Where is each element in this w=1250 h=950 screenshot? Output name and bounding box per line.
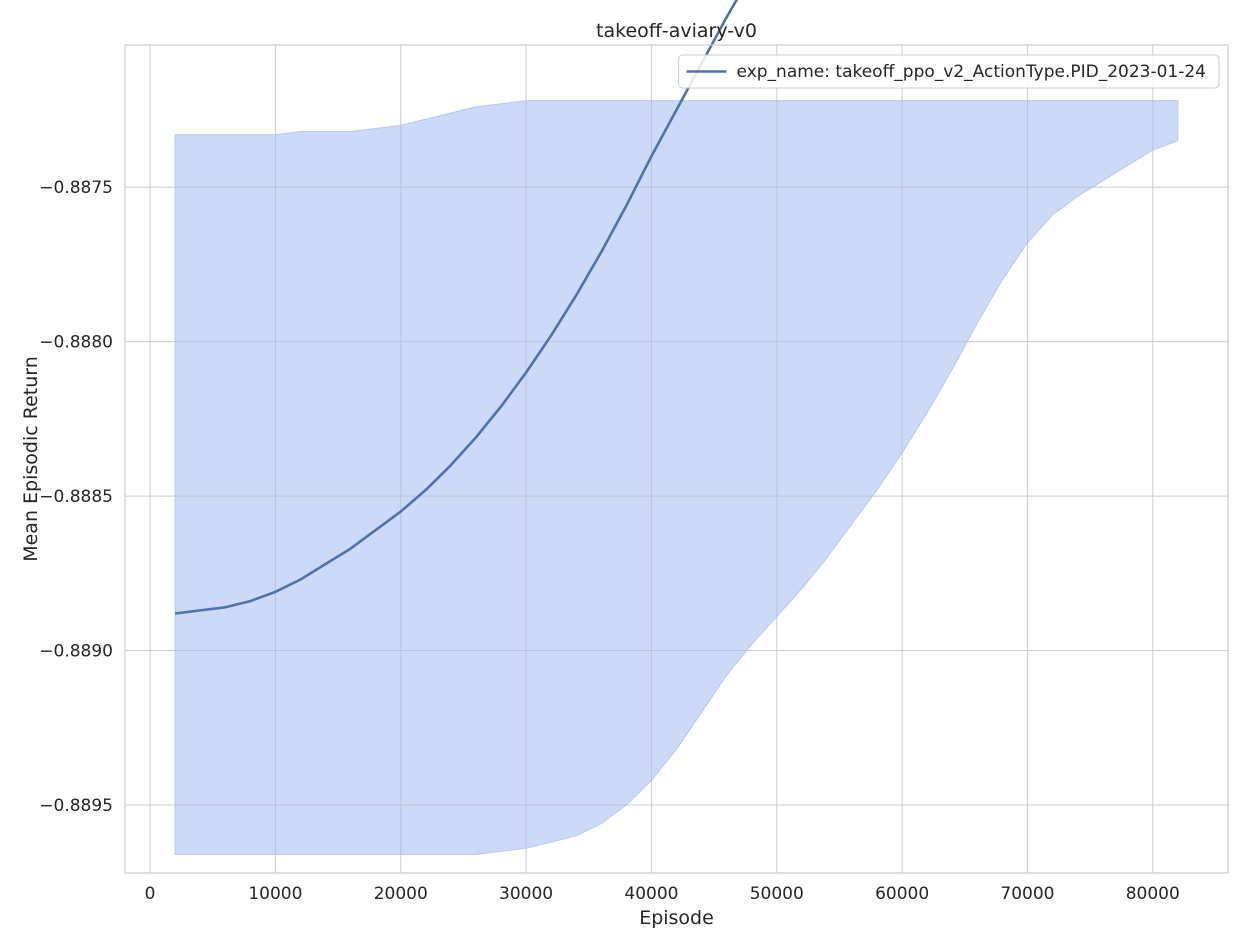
x-tick-labels: 0 10000 20000 30000 40000 50000 60000 70000 8000… xyxy=(145,884,1180,904)
chart-title: takeoff-aviary-v0 xyxy=(596,20,757,42)
x-axis-label: Episode xyxy=(639,907,714,929)
y-tick-labels: −0.8895 −0.8890 −0.8885 −0.8880 −0.8875 xyxy=(39,178,113,816)
x-tick-label: 0 xyxy=(145,884,156,904)
x-tick-label: 50000 xyxy=(750,884,804,904)
x-tick-label: 70000 xyxy=(1000,884,1054,904)
y-tick-label: −0.8875 xyxy=(39,178,113,198)
y-axis-label: Mean Episodic Return xyxy=(20,356,42,562)
y-tick-label: −0.8895 xyxy=(39,796,113,816)
y-tick-label: −0.8880 xyxy=(39,333,113,353)
y-tick-label: −0.8890 xyxy=(39,642,113,662)
legend-label: exp_name: takeoff_ppo_v2_ActionType.PID_… xyxy=(737,62,1206,82)
legend: exp_name: takeoff_ppo_v2_ActionType.PID_… xyxy=(679,55,1219,88)
x-tick-label: 20000 xyxy=(374,884,428,904)
x-tick-label: 60000 xyxy=(875,884,929,904)
x-tick-label: 10000 xyxy=(248,884,302,904)
y-tick-label: −0.8885 xyxy=(39,487,113,507)
x-tick-label: 30000 xyxy=(499,884,553,904)
x-tick-label: 40000 xyxy=(624,884,678,904)
x-tick-label: 80000 xyxy=(1126,884,1180,904)
